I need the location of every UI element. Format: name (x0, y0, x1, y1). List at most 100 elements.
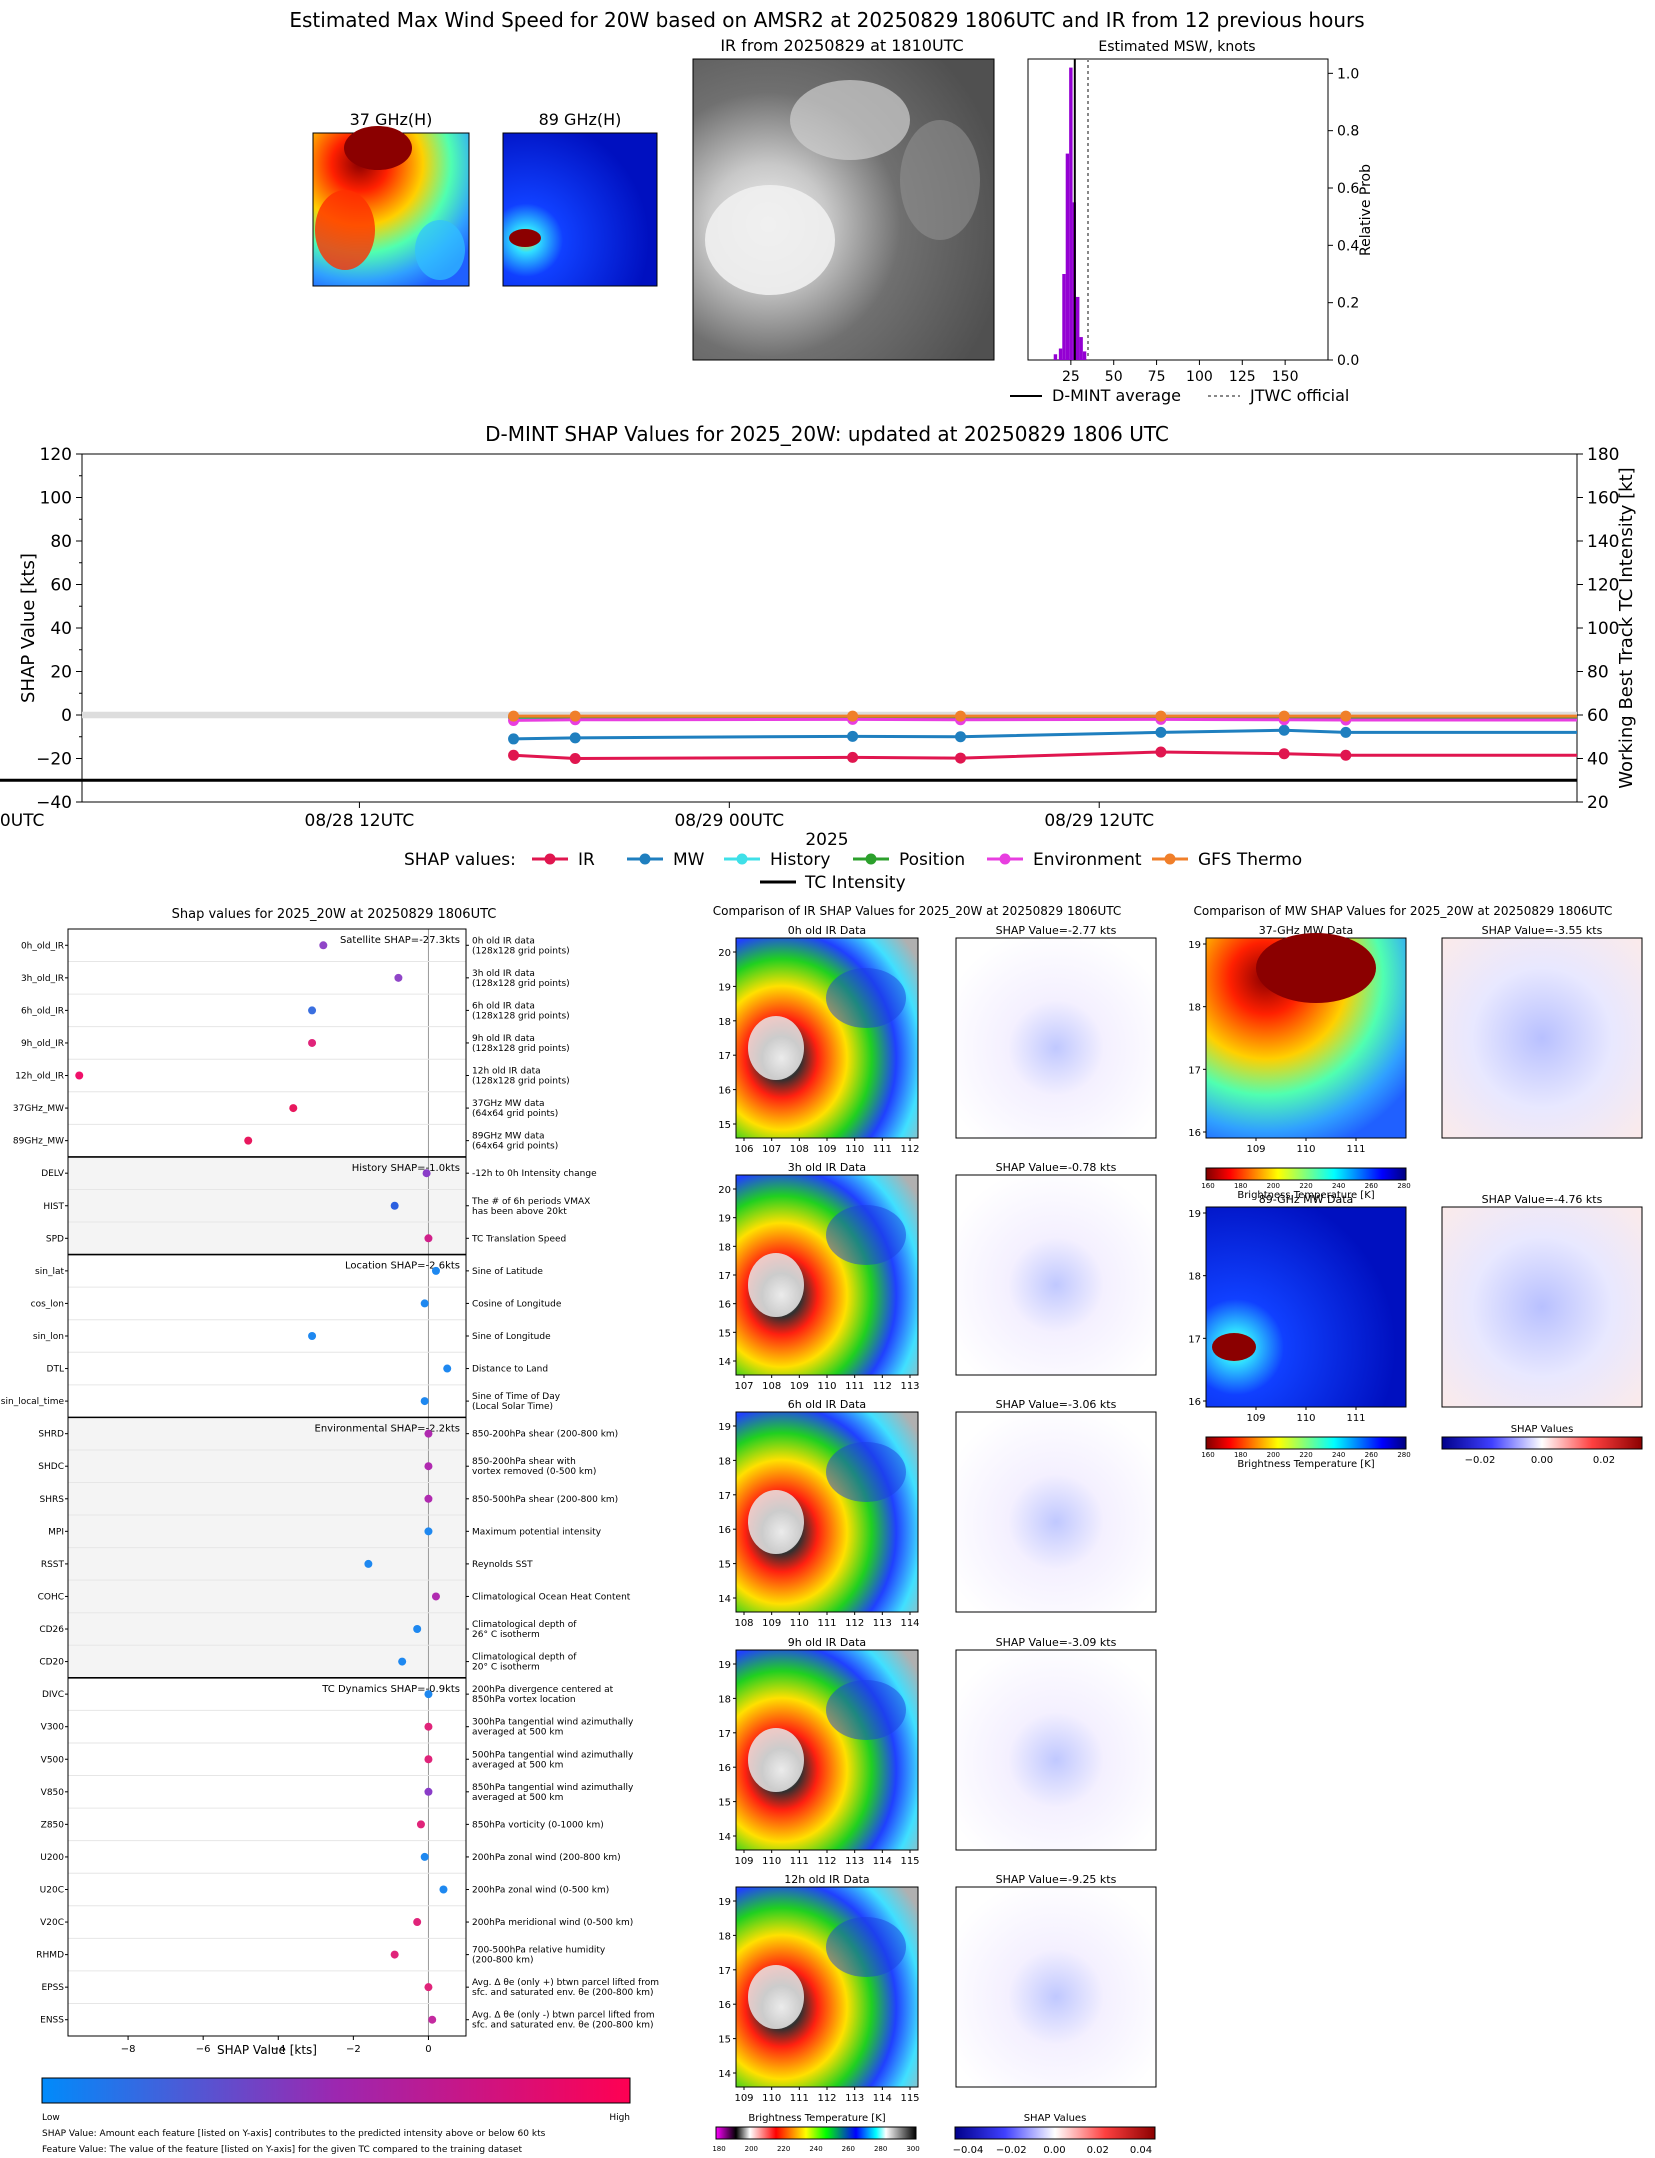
feature-shap-chart: Satellite SHAP=-27.3kts 0h_old_IR 0h old I… (1, 928, 659, 2155)
series-point-IR (1155, 746, 1167, 758)
mw-colorbar-tick: 220 (1299, 1182, 1312, 1190)
group-band (68, 1156, 466, 1255)
feature-name: SPD (46, 1234, 64, 1244)
ir-row-shap-value: SHAP Value=-3.06 kts (996, 1398, 1117, 1411)
feature-point (289, 1104, 298, 1113)
feature-name: cos_lon (31, 1299, 64, 1309)
ir-row-shap-value: SHAP Value=-0.78 kts (996, 1161, 1117, 1174)
ir-y-tick-label: 18 (718, 1931, 731, 1942)
ir-x-tick-label: 113 (900, 1381, 919, 1392)
y2-tick-label: 80 (1587, 663, 1609, 683)
feature-point (413, 1918, 422, 1927)
ir-compare-panels: 0h old IR Data SHAP Value=-2.77 kts 106 107… (712, 924, 1157, 2156)
feature-point (424, 1494, 433, 1503)
mw-compare-title: Comparison of MW SHAP Values for 2025_20… (1194, 904, 1613, 918)
feature-description: Avg. Δ θe (only +) btwn parcel lifted fr… (472, 1978, 659, 1988)
feature-description: 700-500hPa relative humidity (472, 1946, 606, 1956)
series-point-GFS Thermo (1278, 710, 1290, 722)
feature-description: (64x64 grid points) (472, 1109, 558, 1119)
legend-label-MW: MW (673, 850, 705, 870)
mw-colorbar-tick: 200 (1267, 1182, 1280, 1190)
feature-name: 37GHz_MW (13, 1104, 64, 1114)
feature-description: 850-200hPa shear (200-800 km) (472, 1430, 618, 1440)
feature-name: MPI (48, 1527, 64, 1537)
ir-y-tick-label: 20 (718, 1185, 731, 1196)
y2-tick-label: 160 (1587, 489, 1619, 509)
histogram-bar (1062, 274, 1066, 360)
panel-msw-title: Estimated MSW, knots (1098, 39, 1255, 55)
y-tick-label: 40 (50, 619, 72, 639)
y-tick-label: 100 (40, 489, 72, 509)
y-tick-label: −40 (36, 793, 72, 813)
y2-tick-label: 60 (1587, 706, 1609, 726)
ir-y-tick-label: 17 (718, 1051, 731, 1062)
series-line-IR (513, 750, 1577, 761)
feature-name: CD26 (39, 1625, 64, 1635)
mw-y-tick-label: 16 (1188, 1397, 1201, 1408)
mw-warm-region (1212, 1333, 1256, 1361)
ir-y-tick-label: 16 (718, 1086, 731, 1097)
mw-shap-colorbar (1441, 1436, 1643, 1450)
feature-point (424, 1429, 433, 1438)
feature-description: sfc. and saturated env. θe (200-800 km) (472, 1988, 654, 1998)
y-axis-label: Relative Prob (1358, 164, 1374, 256)
series-point-MW (847, 730, 859, 742)
mw-image (1205, 1206, 1407, 1408)
mw-shap-colorbar-label: SHAP Values (1511, 1424, 1574, 1435)
mw-warm-region (1256, 933, 1376, 1003)
ir-row-label: 0h old IR Data (788, 924, 866, 937)
y2-tick-label: 100 (1587, 619, 1619, 639)
ir-cold-core (748, 1253, 804, 1317)
feature-name: SHRD (38, 1430, 64, 1440)
legend-label-tc-intensity: TC Intensity (804, 873, 906, 893)
feature-description: (128x128 grid points) (472, 1044, 570, 1054)
mw-colorbar-tick: 160 (1201, 1451, 1214, 1459)
mw-row-label: 89-GHz MW Data (1259, 1193, 1354, 1206)
series-point-GFS Thermo (847, 710, 859, 722)
mw-x-tick-label: 111 (1346, 1413, 1365, 1424)
feature-point (398, 1657, 407, 1666)
ir-row-shap-value: SHAP Value=-2.77 kts (996, 924, 1117, 937)
feature-name: V500 (41, 1755, 65, 1765)
y-tick-label: 0.0 (1337, 353, 1359, 369)
ir-x-tick-label: 109 (734, 2093, 753, 2104)
feature-description: 20° C isotherm (472, 1663, 540, 1673)
ir-band (826, 1917, 906, 1977)
feature-description: 300hPa tangential wind azimuthally (472, 1718, 634, 1728)
y-tick-label: 60 (50, 576, 72, 596)
ir-y-tick-label: 19 (718, 1897, 731, 1908)
feature-point (413, 1625, 422, 1634)
ir-x-tick-label: 108 (790, 1144, 809, 1155)
feature-description: 200hPa zonal wind (200-800 km) (472, 1853, 621, 1863)
feature-description: Avg. Δ θe (only -) btwn parcel lifted fr… (472, 2011, 655, 2021)
x-axis-label: 2025 (805, 830, 848, 850)
feature-description: (128x128 grid points) (472, 979, 570, 989)
mw-colorbar-tick: 280 (1397, 1451, 1410, 1459)
x-tick-label: 08/29 12UTC (1044, 811, 1154, 831)
ir-row-label: 12h old IR Data (784, 1873, 869, 1886)
mw-x-tick-label: 109 (1246, 1413, 1265, 1424)
histogram-bar (1058, 348, 1063, 360)
ir-shap-colorbar-tick: −0.02 (996, 2145, 1027, 2156)
ir-x-tick-label: 113 (845, 1856, 864, 1867)
ir-shap-image (955, 1886, 1157, 2088)
mw-y-tick-label: 19 (1188, 1209, 1201, 1220)
feature-point (394, 973, 403, 982)
feature-name: SHDC (38, 1462, 64, 1472)
ir-y-tick-label: 17 (718, 1491, 731, 1502)
ir-y-tick-label: 18 (718, 1017, 731, 1028)
mw-row-label: 37-GHz MW Data (1259, 924, 1354, 937)
legend-marker-History (736, 853, 748, 865)
legend-label-History: History (770, 850, 830, 870)
series-point-MW (1278, 724, 1290, 736)
feature-description: 200hPa divergence centered at (472, 1685, 614, 1695)
ir-y-tick-label: 19 (718, 982, 731, 993)
ir-x-tick-label: 112 (873, 1381, 892, 1392)
feature-name: RSST (41, 1560, 65, 1570)
feature-name: EPSS (41, 1983, 64, 1993)
ir-compare-title: Comparison of IR SHAP Values for 2025_20… (713, 904, 1122, 918)
mw-row-shap-value: SHAP Value=-3.55 kts (1482, 924, 1603, 937)
ir-band (826, 1680, 906, 1740)
ir-shap-image (955, 1649, 1157, 1851)
feature-name: V300 (41, 1723, 65, 1733)
